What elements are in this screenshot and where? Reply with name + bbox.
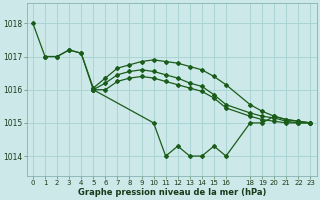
X-axis label: Graphe pression niveau de la mer (hPa): Graphe pression niveau de la mer (hPa) — [77, 188, 266, 197]
